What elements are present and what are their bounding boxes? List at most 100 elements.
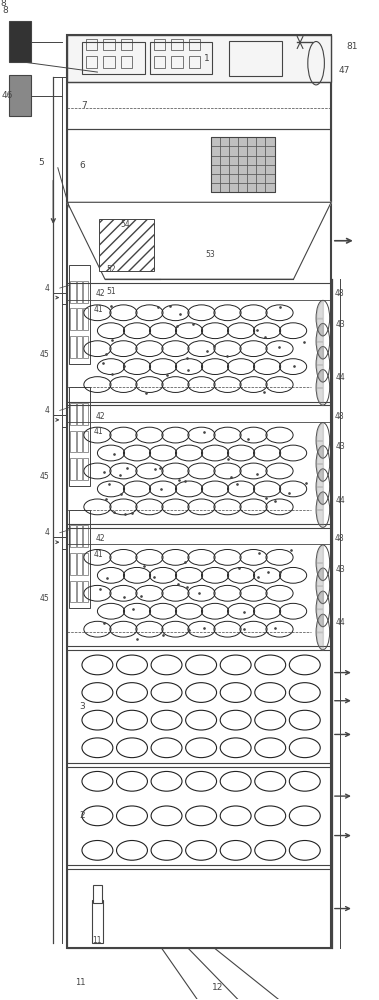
Bar [77, 431, 82, 452]
Bar [86, 56, 97, 68]
Bar [69, 510, 90, 608]
Text: 43: 43 [336, 442, 345, 451]
Bar [210, 156, 220, 165]
Text: 4: 4 [45, 528, 50, 537]
Bar [247, 183, 256, 192]
Bar [238, 174, 247, 183]
Bar [70, 308, 75, 330]
Bar [67, 35, 331, 948]
Text: 45: 45 [40, 594, 50, 603]
Bar [210, 137, 275, 192]
Text: 41: 41 [94, 427, 103, 436]
Bar [189, 39, 200, 50]
Bar [247, 156, 256, 165]
Bar [103, 39, 115, 50]
Text: 41: 41 [94, 305, 103, 314]
Bar [210, 183, 220, 192]
Bar [77, 281, 82, 303]
Bar [67, 405, 331, 524]
Bar [83, 458, 88, 480]
Text: 51: 51 [107, 287, 116, 296]
Bar [70, 458, 75, 480]
Bar [67, 650, 331, 763]
Bar [247, 137, 256, 146]
Bar [210, 146, 220, 156]
Bar [220, 146, 229, 156]
Text: 81: 81 [346, 42, 358, 51]
Bar [77, 458, 82, 480]
Text: 48: 48 [335, 534, 345, 543]
Polygon shape [99, 219, 154, 271]
Text: 3: 3 [80, 702, 85, 711]
Text: 44: 44 [336, 618, 345, 627]
Text: 48: 48 [335, 289, 345, 298]
Text: 44: 44 [336, 373, 345, 382]
Bar [67, 283, 331, 402]
Text: 42: 42 [96, 534, 105, 543]
Bar [77, 525, 82, 547]
Bar [93, 885, 102, 903]
Bar [83, 581, 88, 602]
Text: 53: 53 [206, 250, 215, 259]
Bar [83, 431, 88, 452]
Bar [121, 39, 132, 50]
Bar [247, 146, 256, 156]
Text: 43: 43 [336, 565, 345, 574]
Bar [77, 553, 82, 575]
Bar [229, 174, 238, 183]
Bar [70, 336, 75, 358]
Text: 8: 8 [0, 0, 6, 8]
Bar [67, 767, 331, 865]
Bar [238, 156, 247, 165]
Bar [83, 553, 88, 575]
Text: 45: 45 [40, 350, 50, 359]
Bar [265, 156, 275, 165]
Bar [229, 183, 238, 192]
Bar [150, 42, 212, 74]
Bar [220, 174, 229, 183]
Bar [67, 528, 331, 646]
Bar [265, 137, 275, 146]
Text: 11: 11 [93, 936, 102, 945]
Bar [86, 39, 97, 50]
Bar [210, 174, 220, 183]
Bar [229, 137, 238, 146]
Bar [238, 146, 247, 156]
Bar [67, 869, 331, 948]
Polygon shape [67, 202, 331, 279]
Bar [256, 146, 265, 156]
Text: 2: 2 [80, 811, 85, 820]
Bar [229, 165, 238, 174]
Bar [9, 21, 31, 62]
Bar [220, 183, 229, 192]
Text: 4: 4 [45, 406, 50, 415]
Bar [69, 265, 90, 364]
Bar [70, 403, 75, 425]
Bar [247, 165, 256, 174]
Bar [82, 42, 144, 74]
Text: 44: 44 [336, 496, 345, 505]
Text: 48: 48 [335, 412, 345, 421]
Bar [70, 431, 75, 452]
Bar [238, 183, 247, 192]
Bar [265, 174, 275, 183]
Bar [83, 281, 88, 303]
Bar [103, 56, 115, 68]
Text: 47: 47 [339, 66, 350, 75]
Bar [265, 183, 275, 192]
Bar [229, 156, 238, 165]
Bar [256, 156, 265, 165]
Bar [189, 56, 200, 68]
Bar [220, 156, 229, 165]
Bar [83, 525, 88, 547]
Bar [238, 137, 247, 146]
Bar [265, 165, 275, 174]
Bar [67, 82, 331, 129]
Bar [247, 174, 256, 183]
Text: 45: 45 [40, 472, 50, 481]
Bar [220, 165, 229, 174]
Bar [77, 581, 82, 602]
Bar [77, 336, 82, 358]
Bar [77, 308, 82, 330]
Bar [154, 56, 165, 68]
